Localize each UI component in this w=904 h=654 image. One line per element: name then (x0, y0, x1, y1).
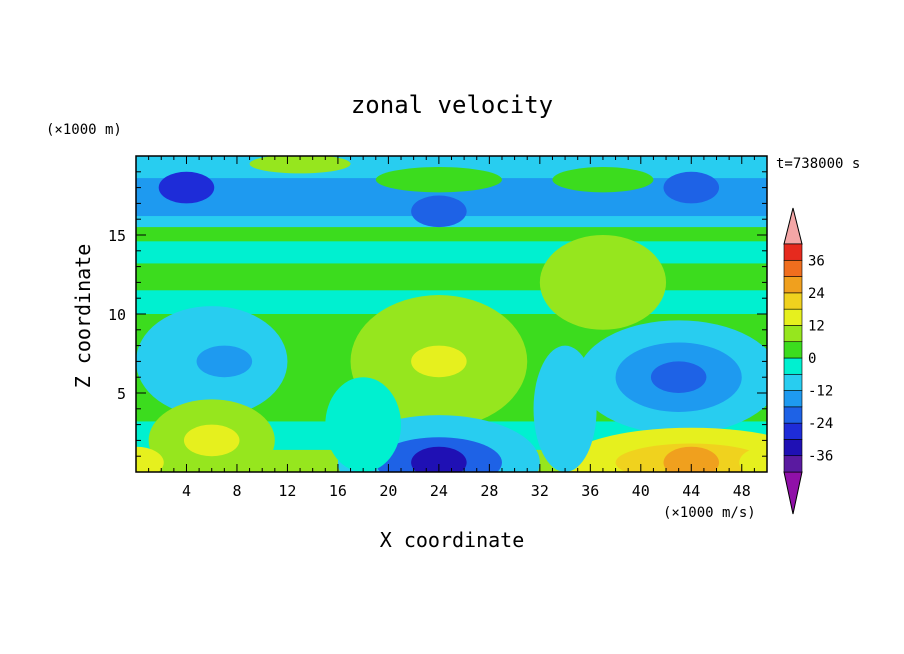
colorbar-tick-label: 0 (808, 351, 816, 367)
colorbar-swatch (783, 325, 803, 343)
x-tick-label: 16 (329, 482, 347, 500)
colorbar-swatch (783, 341, 803, 359)
y-tick-label: 10 (108, 306, 126, 324)
colorbar-tick-label: -36 (808, 449, 833, 465)
colorbar-tick-label: -12 (808, 384, 833, 400)
colorbar-swatch (783, 373, 803, 391)
x-tick-label: 8 (232, 482, 241, 500)
colorbar-swatch (783, 292, 803, 310)
colorbar-swatch (783, 308, 803, 326)
x-tick-label: 36 (581, 482, 599, 500)
contour-region (552, 167, 654, 193)
field-extremum (196, 345, 253, 378)
contour-region (325, 377, 402, 472)
field-extremum (575, 266, 631, 299)
x-tick-label: 20 (379, 482, 397, 500)
contour-field (136, 156, 767, 472)
field-extremum (650, 361, 707, 394)
time-label: t=738000 s (776, 156, 860, 172)
colorbar-swatch (783, 439, 803, 457)
colorbar-swatch (783, 455, 803, 473)
colorbar-swatch (783, 243, 803, 261)
y-axis-ticks: 5 10 15 (108, 171, 767, 457)
colorbar-swatch (783, 422, 803, 440)
x-tick-label: 28 (480, 482, 498, 500)
x-axis-ticks: 4 8 12 16 20 24 28 32 36 40 44 48 (148, 156, 755, 500)
x-tick-label: 40 (632, 482, 650, 500)
contour-region (249, 156, 351, 174)
y-tick-label: 5 (117, 385, 126, 403)
x-tick-label: 48 (733, 482, 751, 500)
field-extremum (411, 345, 467, 378)
contour-region (375, 167, 502, 193)
chart-title: zonal velocity (351, 91, 553, 119)
y-axis-unit: (×1000 m) (46, 122, 122, 138)
field-extremum (411, 195, 467, 228)
x-tick-label: 12 (278, 482, 296, 500)
colorbar-tick-label: 12 (808, 318, 825, 334)
colorbar-tick-label: 36 (808, 253, 825, 269)
colorbar-tick-label: 24 (808, 286, 825, 302)
colorbar-swatch (783, 357, 803, 375)
y-axis-label: Z coordinate (71, 244, 95, 389)
field-extremum (663, 446, 720, 472)
x-tick-label: 4 (182, 482, 191, 500)
colorbar-under-arrow (783, 471, 803, 515)
x-axis-label: X coordinate (380, 528, 525, 552)
field-extremum (136, 446, 164, 472)
colorbar-swatch (783, 259, 803, 277)
colorbar-swatch (783, 406, 803, 424)
field-extremum (663, 171, 720, 204)
colorbar-swatch (783, 276, 803, 294)
colorbar-tick-label: -24 (808, 416, 833, 432)
colorbar-swatch (783, 390, 803, 408)
colorbar-over-arrow (783, 207, 803, 245)
field-extremum (183, 424, 240, 457)
field-extremum (739, 446, 767, 472)
contour-band (136, 241, 767, 264)
x-tick-label: 24 (430, 482, 448, 500)
field-extremum (158, 171, 215, 204)
y-tick-label: 15 (108, 227, 126, 245)
field-extremum (411, 446, 467, 472)
colorbar: -36 -24 -12 0 12 24 36 (783, 207, 833, 515)
contour-region (533, 345, 597, 472)
x-tick-label: 32 (531, 482, 549, 500)
x-axis-unit: (×1000 m/s) (663, 505, 756, 521)
x-tick-label: 44 (682, 482, 700, 500)
